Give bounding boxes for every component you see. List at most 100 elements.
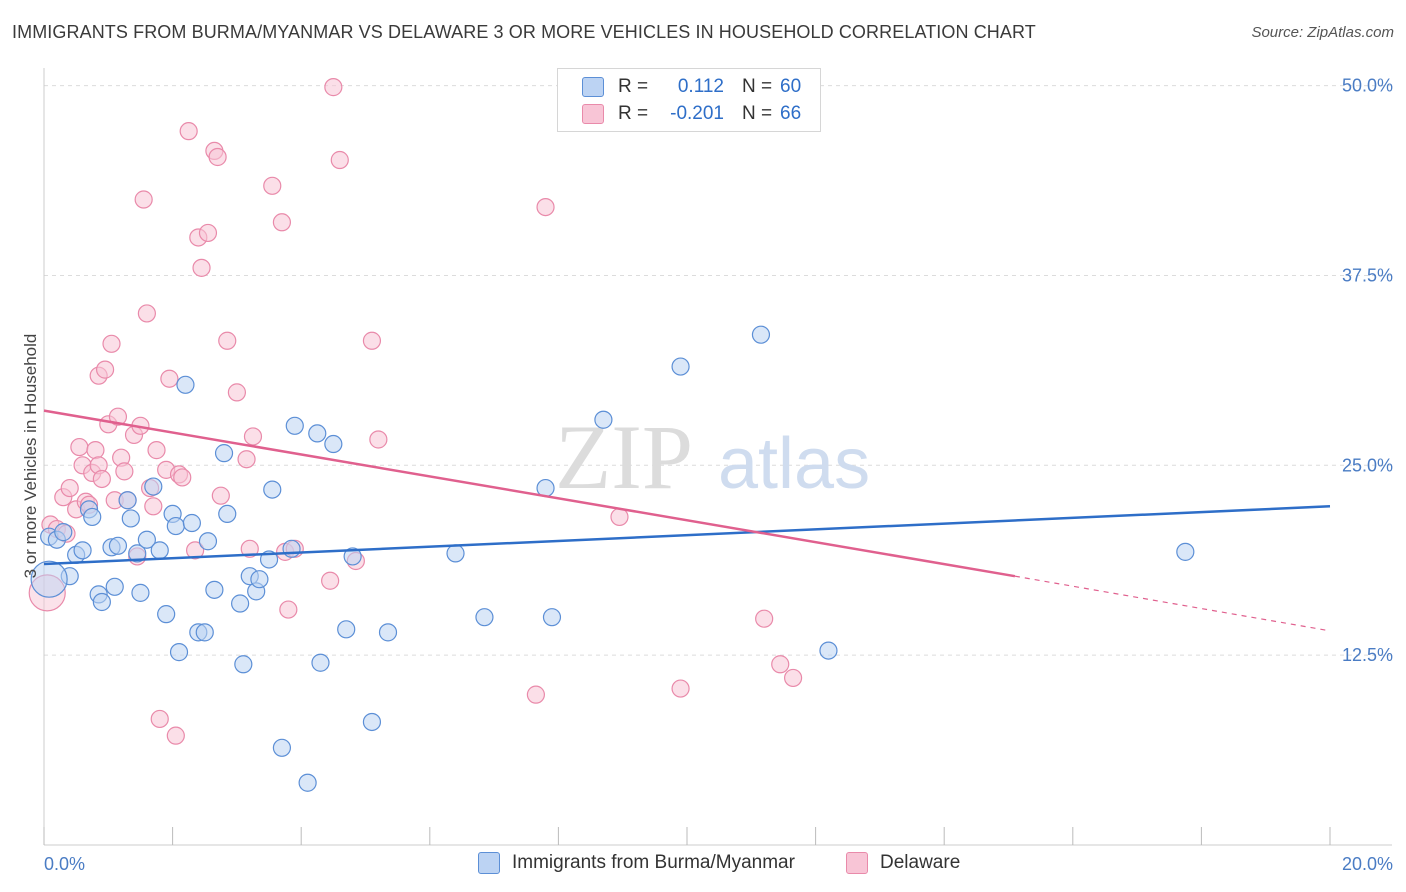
delaware-point (60, 478, 79, 498)
delaware-point (279, 600, 298, 619)
burma-point (205, 580, 224, 599)
delaware-point (536, 197, 555, 217)
delaware-point (86, 441, 105, 460)
legend-label-delaware: Delaware (880, 852, 961, 873)
delaware-point (771, 655, 790, 674)
burma-point (272, 738, 292, 757)
delaware-point (321, 571, 340, 590)
burma-point (446, 544, 465, 563)
chart-source: Source: ZipAtlas.com (1251, 24, 1394, 41)
delaware-point (526, 685, 545, 704)
burma-point (166, 516, 185, 536)
burma-point (198, 532, 218, 551)
burma-point (298, 773, 317, 792)
burma-point (337, 620, 356, 639)
burma-point (176, 375, 195, 394)
delaware-point (160, 369, 179, 388)
burma-point (54, 523, 73, 542)
burma-point (169, 643, 189, 662)
burma-point (157, 605, 176, 624)
delaware-point (150, 709, 169, 729)
burma-point (819, 641, 838, 660)
delaware-point (208, 147, 227, 167)
r-value: 0.112 (677, 76, 724, 97)
y-tick-label: 25.0% (1342, 455, 1393, 475)
delaware-point (186, 541, 205, 560)
series-legend: Immigrants from Burma/Myanmar Delaware (0, 852, 1406, 878)
burma-point (182, 513, 201, 533)
legend-swatch-burma (582, 77, 604, 97)
n-label: N = (742, 103, 773, 124)
legend-item-burma[interactable]: Immigrants from Burma/Myanmar (478, 852, 795, 874)
delaware-point (179, 122, 198, 141)
burma-point (285, 416, 304, 435)
burma-point (234, 655, 253, 674)
burma-point (308, 424, 327, 443)
legend-label-burma: Immigrants from Burma/Myanmar (512, 852, 795, 873)
delaware-point (227, 383, 246, 402)
burma-point (118, 491, 137, 510)
burma-point (108, 536, 128, 555)
y-tick-label: 50.0% (1342, 76, 1393, 96)
burma-point (250, 570, 269, 589)
burma-point (231, 594, 250, 613)
burma-point (83, 507, 102, 527)
watermark-atlas: atlas (718, 424, 870, 504)
burma-point (378, 623, 398, 642)
burma-point (105, 577, 124, 596)
burma-point (144, 477, 163, 496)
axes (43, 68, 1392, 846)
burma-point (1176, 542, 1195, 561)
delaware-point (243, 427, 263, 446)
burma-point (195, 623, 214, 642)
legend-item-delaware[interactable]: Delaware (846, 852, 960, 874)
burma-point (594, 410, 613, 429)
delaware-point (240, 539, 259, 558)
delaware-point (144, 497, 163, 516)
burma-point (150, 541, 169, 560)
burma-point (282, 539, 301, 558)
burma-point (214, 444, 234, 463)
delaware-point (369, 430, 388, 449)
delaware-point (102, 334, 121, 353)
burma-point (671, 357, 690, 376)
delaware-point (92, 469, 111, 489)
burma-point (92, 592, 111, 612)
n-label: N = (742, 76, 773, 97)
burma-point-large (30, 560, 68, 598)
delaware-point (362, 331, 382, 350)
burma-point (475, 608, 494, 627)
burma-point (542, 608, 562, 627)
watermark-zip: ZIP (555, 406, 693, 508)
n-value: 66 (780, 103, 802, 124)
y-tick-label: 12.5% (1342, 645, 1393, 665)
x-tick-label: 0.0% (44, 854, 85, 874)
burma-point (128, 544, 147, 563)
delaware-point (115, 462, 134, 481)
correlation-legend: R = 0.112 N = 60 R = -0.201 N = 66 (557, 68, 821, 132)
delaware-point (237, 450, 256, 469)
delaware-point (198, 223, 218, 243)
delaware-point (783, 668, 803, 688)
burma-point (362, 712, 382, 732)
delaware-point (134, 190, 153, 209)
trend-lines (43, 409, 1331, 632)
delaware-point (70, 437, 89, 457)
y-axis-label: 3 or more Vehicles in Household (21, 334, 40, 579)
delaware-point (192, 258, 211, 277)
delaware-point (330, 150, 349, 170)
delaware-point (755, 609, 774, 628)
r-label: R = (618, 76, 649, 97)
delaware-point (671, 679, 690, 698)
delaware-point (166, 726, 185, 745)
delaware-point (137, 304, 156, 323)
burma-trend-line (43, 505, 1331, 566)
delaware-point (211, 486, 230, 505)
chart-title: IMMIGRANTS FROM BURMA/MYANMAR VS DELAWAR… (12, 22, 1036, 42)
watermark: ZIP atlas (555, 406, 870, 508)
burma-point (218, 504, 237, 523)
burma-point (343, 547, 362, 566)
n-value: 60 (780, 76, 802, 97)
delaware-point (95, 360, 115, 379)
